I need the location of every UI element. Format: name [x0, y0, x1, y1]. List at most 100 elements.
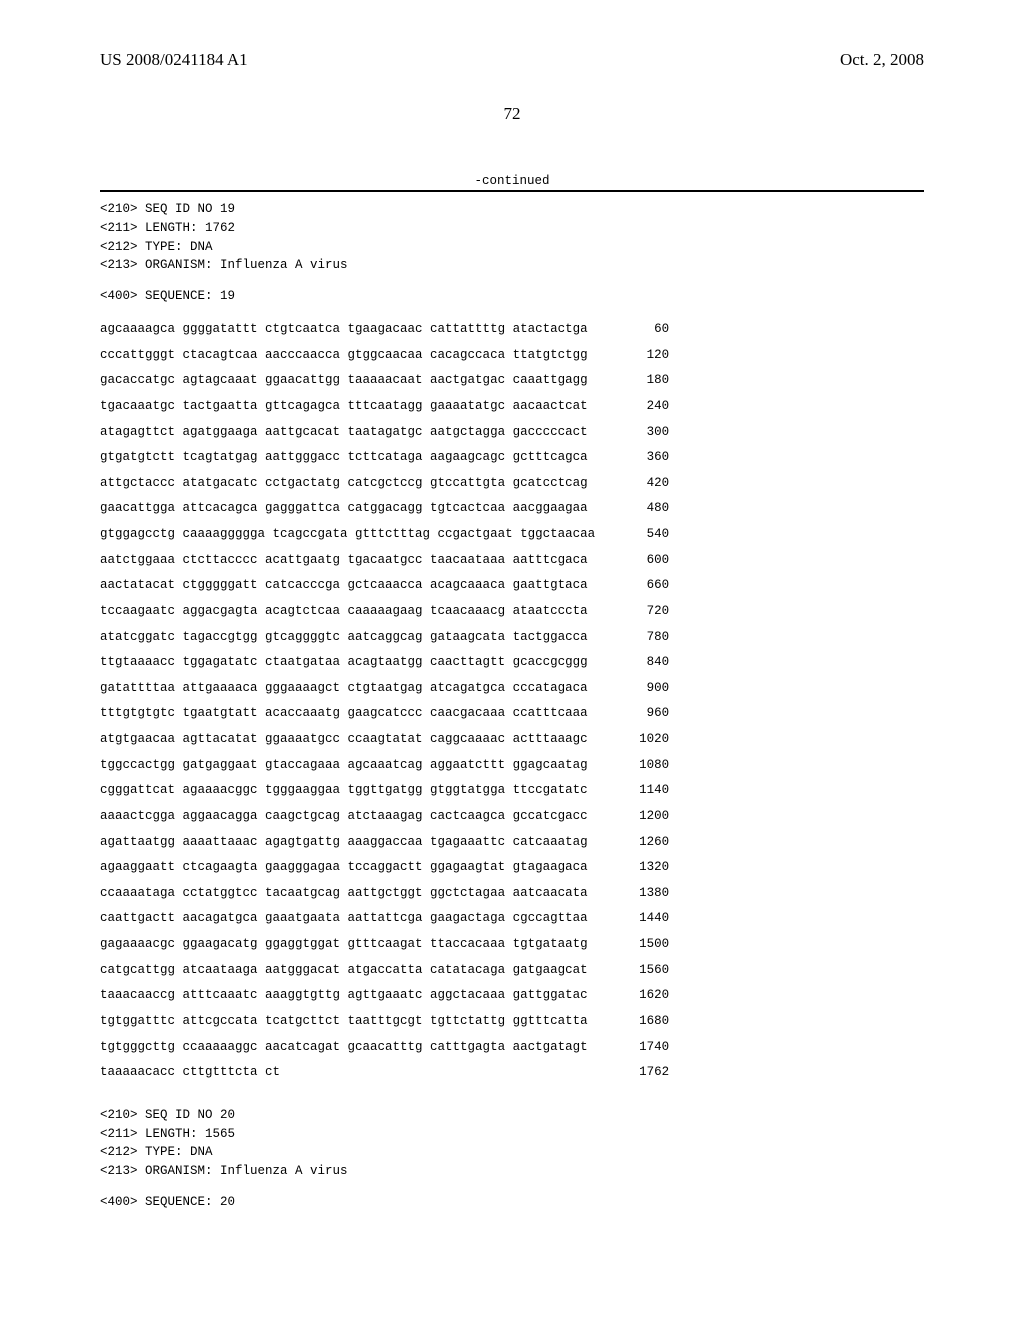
seq-position: 1320: [595, 855, 669, 881]
seq-cell: catgcattgg atcaataaga aatgggacat atgacca…: [100, 958, 595, 984]
publication-date: Oct. 2, 2008: [840, 50, 924, 70]
seq-position: 780: [595, 625, 669, 651]
seq-cell: cccattgggt ctacagtcaa aacccaacca gtggcaa…: [100, 343, 595, 369]
seq19-label: <400> SEQUENCE: 19: [100, 289, 924, 303]
seq-row: tgtgggcttg ccaaaaaggc aacatcagat gcaacat…: [100, 1035, 669, 1061]
seq-row: atagagttct agatggaaga aattgcacat taataga…: [100, 420, 669, 446]
page-number: 72: [100, 104, 924, 124]
seq-position: 1620: [595, 983, 669, 1009]
seq-cell: gacaccatgc agtagcaaat ggaacattgg taaaaac…: [100, 368, 595, 394]
seq-row: taaaaacacc cttgtttcta ct1762: [100, 1060, 669, 1086]
seq-cell: atgtgaacaa agttacatat ggaaaatgcc ccaagta…: [100, 727, 595, 753]
seq-cell: atatcggatc tagaccgtgg gtcaggggtc aatcagg…: [100, 625, 595, 651]
seq-position: 1140: [595, 778, 669, 804]
seq-cell: tgtggatttc attcgccata tcatgcttct taatttg…: [100, 1009, 595, 1035]
header-row: US 2008/0241184 A1 Oct. 2, 2008: [100, 50, 924, 70]
seq-row: gtggagcctg caaaaggggga tcagccgata gtttct…: [100, 522, 669, 548]
seq20-meta: <210> SEQ ID NO 20 <211> LENGTH: 1565 <2…: [100, 1106, 924, 1181]
seq-position: 300: [595, 420, 669, 446]
seq-cell: gaacattgga attcacagca gagggattca catggac…: [100, 496, 595, 522]
seq-position: 420: [595, 471, 669, 497]
seq-cell: attgctaccc atatgacatc cctgactatg catcgct…: [100, 471, 595, 497]
seq-position: 1560: [595, 958, 669, 984]
seq-cell: aatctggaaa ctcttacccc acattgaatg tgacaat…: [100, 548, 595, 574]
seq-row: attgctaccc atatgacatc cctgactatg catcgct…: [100, 471, 669, 497]
seq-row: ccaaaataga cctatggtcc tacaatgcag aattgct…: [100, 881, 669, 907]
seq-row: catgcattgg atcaataaga aatgggacat atgacca…: [100, 958, 669, 984]
seq-position: 1200: [595, 804, 669, 830]
seq-row: gagaaaacgc ggaagacatg ggaggtggat gtttcaa…: [100, 932, 669, 958]
seq-cell: cgggattcat agaaaacggc tgggaaggaa tggttga…: [100, 778, 595, 804]
seq-row: tggccactgg gatgaggaat gtaccagaaa agcaaat…: [100, 753, 669, 779]
seq-position: 1680: [595, 1009, 669, 1035]
seq-row: gtgatgtctt tcagtatgag aattgggacc tcttcat…: [100, 445, 669, 471]
seq19-table: agcaaaagca ggggatattt ctgtcaatca tgaagac…: [100, 317, 669, 1086]
seq-row: atgtgaacaa agttacatat ggaaaatgcc ccaagta…: [100, 727, 669, 753]
seq-cell: gtggagcctg caaaaggggga tcagccgata gtttct…: [100, 522, 595, 548]
seq-row: tgtggatttc attcgccata tcatgcttct taatttg…: [100, 1009, 669, 1035]
seq-cell: agattaatgg aaaattaaac agagtgattg aaaggac…: [100, 830, 595, 856]
seq-position: 480: [595, 496, 669, 522]
seq-row: cgggattcat agaaaacggc tgggaaggaa tggttga…: [100, 778, 669, 804]
seq-cell: taaaaacacc cttgtttcta ct: [100, 1060, 595, 1086]
seq-position: 1500: [595, 932, 669, 958]
seq-position: 1380: [595, 881, 669, 907]
seq-row: cccattgggt ctacagtcaa aacccaacca gtggcaa…: [100, 343, 669, 369]
seq-position: 840: [595, 650, 669, 676]
page-container: US 2008/0241184 A1 Oct. 2, 2008 72 -cont…: [0, 0, 1024, 1320]
seq-row: agaaggaatt ctcagaagta gaagggagaa tccagga…: [100, 855, 669, 881]
seq-position: 1762: [595, 1060, 669, 1086]
seq-row: aaaactcgga aggaacagga caagctgcag atctaaa…: [100, 804, 669, 830]
seq-cell: tgacaaatgc tactgaatta gttcagagca tttcaat…: [100, 394, 595, 420]
seq-row: agattaatgg aaaattaaac agagtgattg aaaggac…: [100, 830, 669, 856]
seq-position: 180: [595, 368, 669, 394]
seq-position: 1740: [595, 1035, 669, 1061]
seq-row: gaacattgga attcacagca gagggattca catggac…: [100, 496, 669, 522]
seq-position: 360: [595, 445, 669, 471]
seq-row: ttgtaaaacc tggagatatc ctaatgataa acagtaa…: [100, 650, 669, 676]
seq-cell: caattgactt aacagatgca gaaatgaata aattatt…: [100, 906, 595, 932]
seq-cell: taaacaaccg atttcaaatc aaaggtgttg agttgaa…: [100, 983, 595, 1009]
seq-cell: tccaagaatc aggacgagta acagtctcaa caaaaag…: [100, 599, 595, 625]
seq-position: 1080: [595, 753, 669, 779]
seq-cell: aactatacat ctgggggatt catcacccga gctcaaa…: [100, 573, 595, 599]
seq-cell: aaaactcgga aggaacagga caagctgcag atctaaa…: [100, 804, 595, 830]
seq-cell: gatattttaa attgaaaaca gggaaaagct ctgtaat…: [100, 676, 595, 702]
seq-row: aatctggaaa ctcttacccc acattgaatg tgacaat…: [100, 548, 669, 574]
seq-row: atatcggatc tagaccgtgg gtcaggggtc aatcagg…: [100, 625, 669, 651]
seq-cell: gtgatgtctt tcagtatgag aattgggacc tcttcat…: [100, 445, 595, 471]
seq-cell: ccaaaataga cctatggtcc tacaatgcag aattgct…: [100, 881, 595, 907]
seq-position: 1260: [595, 830, 669, 856]
seq-row: caattgactt aacagatgca gaaatgaata aattatt…: [100, 906, 669, 932]
seq-position: 120: [595, 343, 669, 369]
seq-position: 540: [595, 522, 669, 548]
seq-row: agcaaaagca ggggatattt ctgtcaatca tgaagac…: [100, 317, 669, 343]
seq-row: gacaccatgc agtagcaaat ggaacattgg taaaaac…: [100, 368, 669, 394]
seq-row: tccaagaatc aggacgagta acagtctcaa caaaaag…: [100, 599, 669, 625]
seq-position: 600: [595, 548, 669, 574]
publication-number: US 2008/0241184 A1: [100, 50, 248, 70]
seq-position: 720: [595, 599, 669, 625]
seq-cell: ttgtaaaacc tggagatatc ctaatgataa acagtaa…: [100, 650, 595, 676]
seq-row: tttgtgtgtc tgaatgtatt acaccaaatg gaagcat…: [100, 701, 669, 727]
seq-position: 1440: [595, 906, 669, 932]
seq-cell: tttgtgtgtc tgaatgtatt acaccaaatg gaagcat…: [100, 701, 595, 727]
seq-position: 240: [595, 394, 669, 420]
seq-position: 960: [595, 701, 669, 727]
seq-cell: gagaaaacgc ggaagacatg ggaggtggat gtttcaa…: [100, 932, 595, 958]
seq-row: tgacaaatgc tactgaatta gttcagagca tttcaat…: [100, 394, 669, 420]
seq-position: 660: [595, 573, 669, 599]
seq-row: taaacaaccg atttcaaatc aaaggtgttg agttgaa…: [100, 983, 669, 1009]
seq-row: gatattttaa attgaaaaca gggaaaagct ctgtaat…: [100, 676, 669, 702]
seq-row: aactatacat ctgggggatt catcacccga gctcaaa…: [100, 573, 669, 599]
seq19-meta: <210> SEQ ID NO 19 <211> LENGTH: 1762 <2…: [100, 200, 924, 275]
continued-label: -continued: [100, 174, 924, 188]
seq-position: 1020: [595, 727, 669, 753]
seq20-label: <400> SEQUENCE: 20: [100, 1195, 924, 1209]
seq-position: 900: [595, 676, 669, 702]
seq-cell: atagagttct agatggaaga aattgcacat taataga…: [100, 420, 595, 446]
top-rule: [100, 190, 924, 192]
seq-cell: tgtgggcttg ccaaaaaggc aacatcagat gcaacat…: [100, 1035, 595, 1061]
seq-cell: agcaaaagca ggggatattt ctgtcaatca tgaagac…: [100, 317, 595, 343]
seq-position: 60: [595, 317, 669, 343]
